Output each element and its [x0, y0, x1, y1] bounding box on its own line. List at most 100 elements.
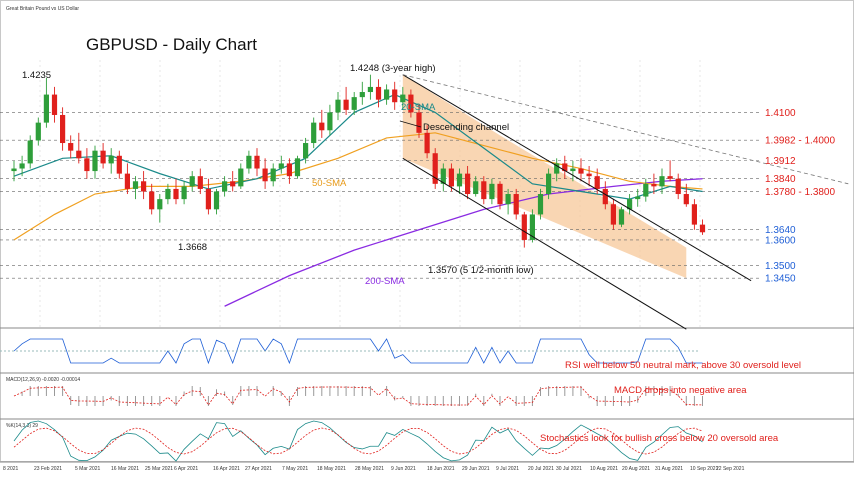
candle-body — [11, 168, 17, 172]
candle-body — [286, 163, 292, 177]
grid — [39, 60, 701, 328]
candle-body — [546, 173, 552, 195]
candle-body — [76, 150, 82, 159]
candle-body — [497, 183, 503, 205]
sma50-line — [13, 132, 703, 241]
level-label: 1.3600 — [765, 235, 796, 246]
candle-body — [230, 181, 236, 187]
candle-body — [303, 143, 309, 159]
candle-body — [432, 153, 438, 184]
x-axis-label: 16 Mar 2021 — [111, 466, 139, 472]
annotation-low-july: 1.3570 (5 1/2-month low) — [428, 265, 534, 276]
candle-body — [222, 181, 228, 192]
macd-histogram — [21, 386, 703, 406]
candle-body — [92, 150, 98, 172]
candle-body — [149, 191, 155, 210]
x-axis-labels: 8 2021 23 Feb 2021 5 Mar 2021 16 Mar 2021 25… — [3, 466, 745, 472]
x-axis-label: 22 Sep 2021 — [716, 466, 745, 472]
x-axis-label: 7 May 2021 — [282, 466, 308, 472]
candle-body — [529, 214, 535, 240]
candle-body — [141, 181, 147, 192]
x-axis-label: 9 Jul 2021 — [496, 466, 519, 472]
x-axis-label: 5 Mar 2021 — [75, 466, 101, 472]
channel-shade — [402, 74, 687, 279]
candle-body — [51, 94, 58, 115]
x-axis-label: 28 May 2021 — [355, 466, 384, 472]
candle-body — [278, 163, 284, 169]
candle-body — [327, 112, 333, 131]
level-label: 1.3840 — [765, 174, 796, 185]
channel-lower-line — [402, 157, 687, 330]
channel-upper-line — [402, 74, 752, 282]
annotation-high-2021: 1.4235 — [22, 70, 51, 81]
candle-body — [335, 99, 341, 113]
candle-body — [481, 181, 487, 200]
candle-body — [238, 168, 244, 187]
candle-body — [618, 209, 625, 225]
x-axis-label: 20 Aug 2021 — [622, 466, 650, 472]
rsi-note: RSI well below 50 neutral mark, above 30… — [565, 360, 801, 371]
candle-body — [691, 204, 697, 225]
sma50-label: 50-SMA — [312, 178, 347, 189]
macd-header: MACD(12,26,9) -0.0020 -0.00014 — [6, 377, 80, 383]
candle-body — [270, 168, 276, 182]
channel-label: Descending channel — [423, 122, 509, 133]
level-label: 1.3640 — [765, 225, 796, 236]
candle-body — [651, 183, 657, 187]
candle-body — [367, 86, 373, 93]
level-label: 1.3982 - 1.4000 — [765, 136, 835, 147]
candle-body — [643, 183, 649, 197]
x-axis-label: 27 Apr 2021 — [245, 466, 272, 472]
candle-body — [197, 176, 203, 189]
annotation-low-march: 1.3668 — [178, 242, 207, 253]
candle-body — [489, 183, 495, 200]
candle-body — [43, 94, 49, 123]
candle-body — [465, 173, 471, 195]
rsi-line — [13, 338, 703, 365]
candle-body — [513, 194, 519, 215]
candle-body — [181, 186, 187, 200]
candle-body — [68, 143, 74, 151]
candle-body — [359, 92, 365, 98]
macd-note: MACD drops into negative area — [614, 385, 747, 396]
candle-body — [570, 168, 576, 172]
macd-signal-line — [13, 386, 703, 406]
stoch-note: Stochastics look for bullish cross below… — [540, 433, 779, 444]
candle-body — [375, 86, 382, 100]
candle-body — [351, 97, 357, 110]
level-label: 1.3450 — [765, 274, 796, 285]
candle-body — [116, 155, 122, 174]
sma20-label: 20-SMA — [401, 102, 436, 113]
candle-body — [627, 199, 633, 210]
candle-body — [100, 150, 106, 164]
candle-body — [408, 94, 414, 113]
level-label: 1.3912 — [765, 156, 796, 167]
candle-body — [27, 140, 33, 164]
candle-body — [602, 188, 608, 205]
x-axis-label: 9 Jun 2021 — [391, 466, 416, 472]
candle-body — [311, 122, 317, 144]
candle-body — [294, 158, 301, 177]
x-axis-label: 20 Jul 2021 — [528, 466, 554, 472]
candle-body — [505, 194, 511, 205]
x-axis-label: 18 Jun 2021 — [427, 466, 455, 472]
stoch-d-line — [13, 427, 703, 455]
candle-body — [343, 99, 349, 110]
candle-body — [35, 122, 41, 141]
candle-body — [675, 178, 681, 195]
candle-body — [578, 168, 584, 174]
candle-body — [108, 155, 114, 164]
candle-body — [124, 173, 130, 189]
candle-body — [205, 188, 211, 210]
candle-body — [699, 224, 706, 233]
x-axis-label: 30 Jul 2021 — [556, 466, 582, 472]
candle-body — [554, 163, 560, 174]
level-label: 1.4100 — [765, 108, 796, 119]
stoch-header: %K(14,3,3) 29 — [6, 423, 38, 429]
candle-body — [392, 89, 398, 103]
candle-body — [165, 188, 171, 200]
x-axis-label: 23 Feb 2021 — [34, 466, 62, 472]
candle-body — [384, 89, 390, 100]
candle-body — [60, 114, 66, 144]
